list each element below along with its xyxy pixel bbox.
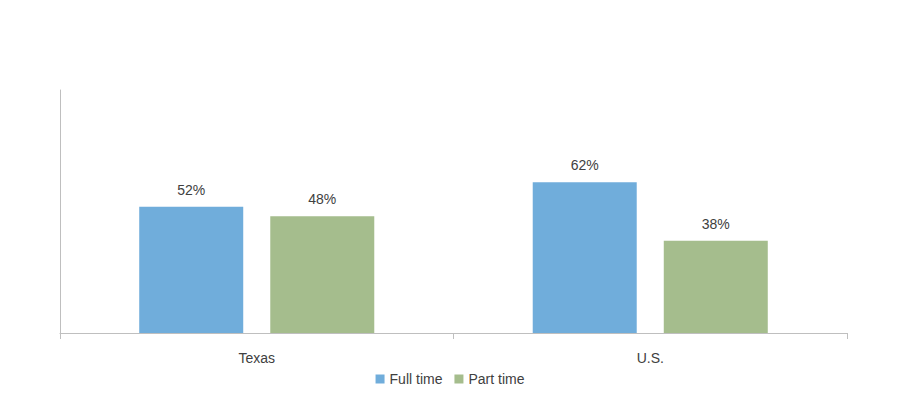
svg-text:38%: 38%: [702, 216, 730, 232]
svg-text:62%: 62%: [571, 157, 599, 173]
svg-text:48%: 48%: [308, 191, 336, 207]
svg-text:U.S.: U.S.: [637, 350, 664, 366]
svg-text:Part time: Part time: [468, 371, 524, 387]
svg-text:52%: 52%: [177, 182, 205, 198]
svg-text:Texas: Texas: [238, 350, 275, 366]
svg-text:Full time: Full time: [390, 371, 443, 387]
